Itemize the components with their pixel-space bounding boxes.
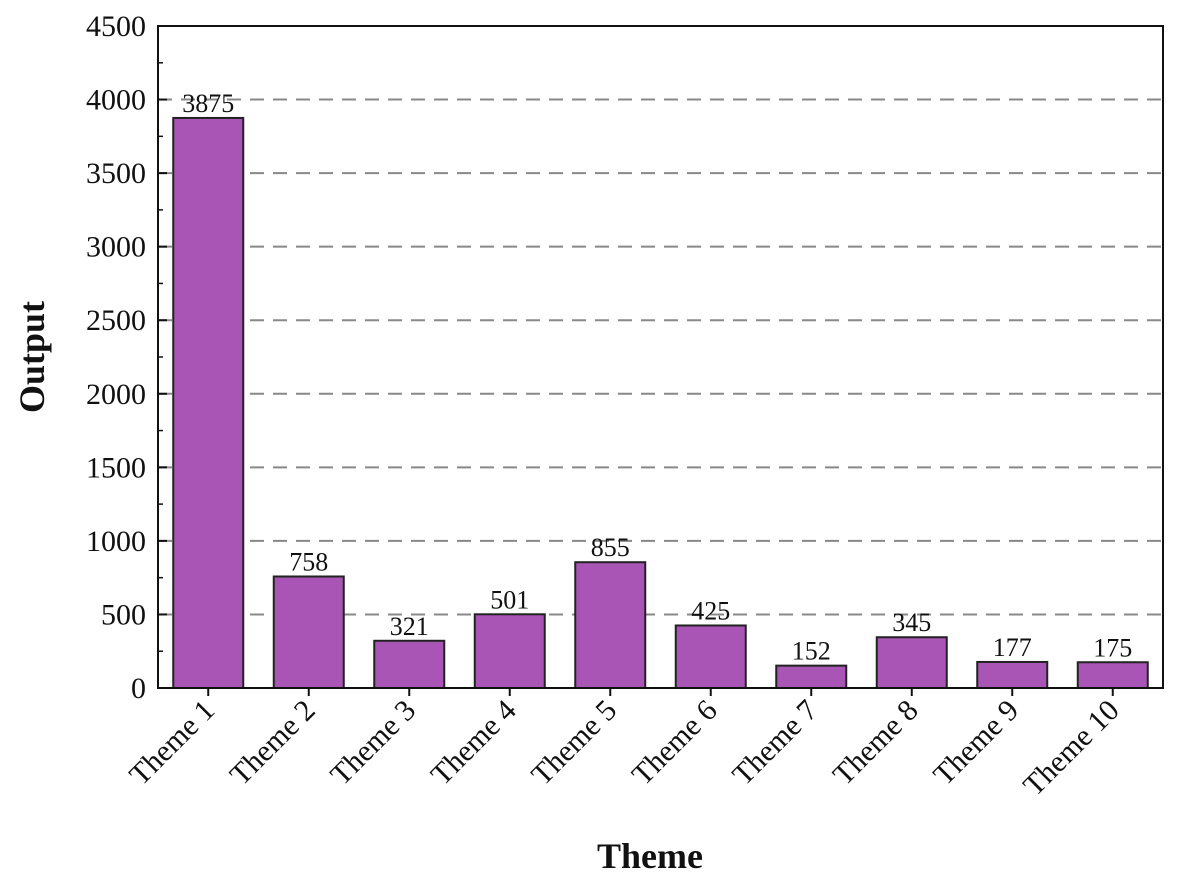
bar-value-label: 175	[1093, 633, 1132, 662]
bar	[775, 664, 848, 689]
y-tick-label: 4000	[86, 84, 146, 117]
y-tick-label: 1500	[86, 451, 146, 484]
bar	[976, 660, 1049, 689]
bars	[172, 116, 1149, 690]
bar-value-label: 501	[490, 585, 529, 614]
y-tick-label: 2000	[86, 378, 146, 411]
bar	[875, 636, 948, 689]
bar	[674, 624, 747, 690]
bar-value-label: 345	[892, 608, 931, 637]
bar-value-label: 3875	[182, 89, 234, 118]
x-tick-label: Theme 8	[827, 694, 925, 792]
data-labels: 3875 758 321 501 855 425 152 345 177 175	[182, 89, 1132, 666]
bar	[373, 639, 446, 690]
bar	[473, 613, 546, 690]
bar-value-label: 321	[390, 612, 429, 641]
x-tick-label: Theme 4	[425, 694, 523, 792]
bar-value-label: 425	[691, 596, 730, 625]
y-tick-label: 2500	[86, 304, 146, 337]
x-tick-label: Theme 10	[1017, 694, 1126, 803]
y-tick-label: 3500	[86, 157, 146, 190]
bar-value-label: 152	[792, 637, 831, 666]
bar	[172, 116, 245, 689]
x-tick-label: Theme 1	[123, 694, 221, 792]
bar-value-label: 758	[289, 547, 328, 576]
y-tick-label: 500	[101, 598, 146, 631]
x-tick-label: Theme 6	[626, 694, 724, 792]
bar	[272, 575, 345, 690]
y-axis: 0 500 1000 1500 2000 2500 3000 3500 4000 4500	[86, 10, 167, 705]
y-tick-label: 3000	[86, 231, 146, 264]
bar	[1076, 661, 1149, 689]
x-axis: Theme 1 Theme 2 Theme 3 Theme 4 Theme 5 Theme…	[123, 688, 1126, 802]
x-tick-label: Theme 3	[324, 694, 422, 792]
x-tick-label: Theme 2	[224, 694, 322, 792]
gridlines	[158, 98, 1163, 616]
y-axis-title: Output	[12, 301, 52, 413]
x-axis-title: Theme	[597, 836, 703, 876]
y-tick-label: 1000	[86, 525, 146, 558]
bar-value-label: 177	[993, 633, 1032, 662]
x-tick-label: Theme 5	[525, 694, 623, 792]
bar-value-label: 855	[591, 533, 630, 562]
y-tick-label: 4500	[86, 10, 146, 43]
x-tick-label: Theme 7	[726, 694, 824, 792]
y-tick-label: 0	[131, 672, 146, 705]
bar	[574, 561, 647, 689]
x-tick-label: Theme 9	[927, 694, 1025, 792]
